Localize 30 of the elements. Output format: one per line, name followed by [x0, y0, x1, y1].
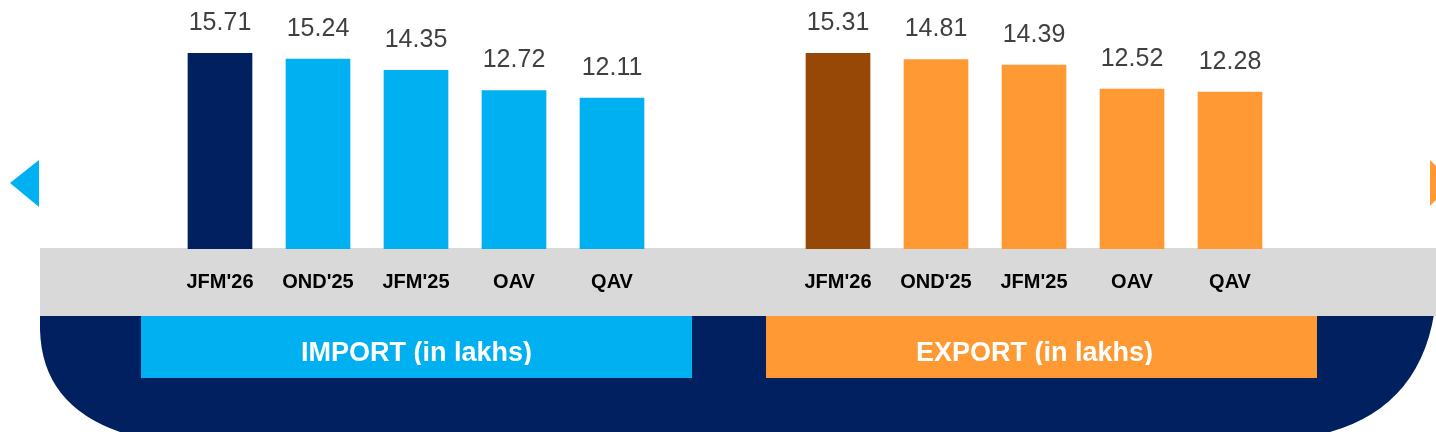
bar [579, 97, 645, 249]
data-label: 14.39 [1002, 18, 1066, 47]
x-tick-label: JFM'26 [186, 269, 254, 292]
bar [1099, 88, 1165, 249]
x-tick-label: JFM'26 [804, 269, 872, 292]
data-label: 12.11 [581, 51, 643, 80]
data-label: 15.31 [806, 6, 870, 35]
x-tick-label: OND'25 [282, 269, 354, 292]
x-tick-label: OAV [493, 269, 536, 292]
x-tick-label: JFM'25 [382, 269, 450, 292]
bar [481, 90, 547, 249]
data-label: 12.52 [1100, 42, 1164, 71]
x-tick-label: QAV [1209, 269, 1252, 292]
bar [187, 52, 253, 249]
data-label: 12.28 [1198, 45, 1262, 74]
data-label: 14.81 [904, 13, 968, 42]
x-tick-label: JFM'25 [1000, 269, 1068, 292]
bar [383, 69, 449, 249]
x-tick-label: OND'25 [900, 269, 972, 292]
x-tick-label: OAV [1111, 269, 1154, 292]
data-label: 15.24 [286, 12, 350, 41]
data-label: 14.35 [384, 23, 448, 52]
data-label: 12.72 [482, 44, 546, 73]
bar [1197, 91, 1263, 249]
bar [903, 59, 969, 249]
bar [805, 52, 871, 249]
x-tick-label: QAV [591, 269, 634, 292]
data-label: 15.71 [188, 6, 252, 35]
bar [285, 58, 351, 249]
bar [1001, 64, 1067, 249]
